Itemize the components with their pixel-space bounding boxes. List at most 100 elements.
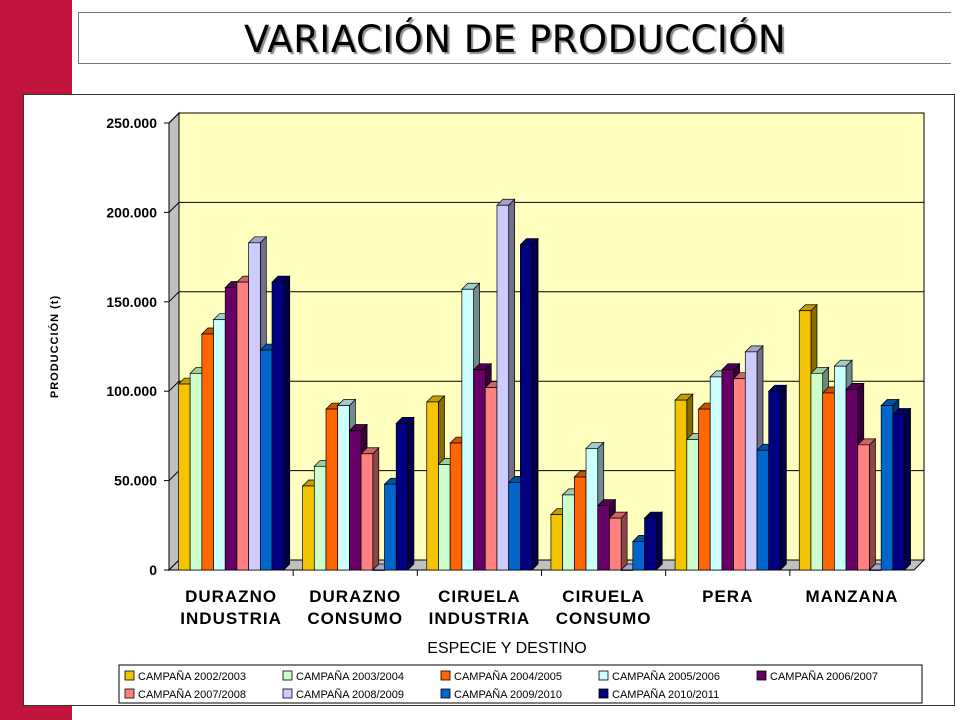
bar xyxy=(248,242,261,571)
legend-label: CAMPAÑA 2007/2008 xyxy=(138,688,246,701)
x-category-label: CONSUMO xyxy=(307,609,403,628)
bar xyxy=(349,430,362,571)
bar xyxy=(857,444,870,571)
bar-side xyxy=(655,511,663,571)
legend-label: CAMPAÑA 2010/2011 xyxy=(612,688,719,701)
bar-side xyxy=(407,416,415,571)
bar xyxy=(302,485,315,571)
legend-swatch xyxy=(440,670,451,681)
bar xyxy=(372,569,385,571)
bar xyxy=(644,517,657,571)
bar-side xyxy=(904,407,911,571)
bar xyxy=(845,389,859,571)
bar xyxy=(674,399,688,571)
bar-side xyxy=(780,384,787,571)
bar xyxy=(189,372,203,571)
bar xyxy=(259,349,273,571)
bar xyxy=(620,569,634,571)
x-category-label: DURAZNO xyxy=(309,587,401,606)
y-tick-label: 0 xyxy=(149,562,157,578)
legend-label: CAMPAÑA 2003/2004 xyxy=(296,670,404,683)
bar-side xyxy=(283,275,291,571)
bar xyxy=(744,351,758,571)
production-bar-chart: 0 50.000 100.000 150.000 200.000 250.000 PRODU… xyxy=(48,111,926,704)
bar xyxy=(733,378,746,571)
bar-side xyxy=(869,437,876,571)
gridline xyxy=(168,201,924,213)
bar xyxy=(709,376,723,571)
bar xyxy=(313,465,327,571)
gridline xyxy=(168,380,924,392)
y-tick-label: 50.000 xyxy=(114,473,157,489)
title-box: VARIACIÓN DE PRODUCCIÓN xyxy=(78,12,951,64)
y-tick-label: 200.000 xyxy=(106,204,157,220)
x-category-label: PERA xyxy=(702,587,753,606)
bar xyxy=(810,372,824,571)
legend-swatch xyxy=(124,688,135,699)
bar xyxy=(869,569,882,571)
bar xyxy=(337,405,350,571)
bar xyxy=(585,448,599,571)
bar xyxy=(562,494,575,571)
x-category-label: INDUSTRIA xyxy=(180,609,282,628)
bar xyxy=(834,365,847,571)
bar xyxy=(632,541,645,571)
bar xyxy=(698,408,711,571)
bar xyxy=(721,369,734,571)
bar xyxy=(573,476,587,571)
y-tick-label: 150.000 xyxy=(106,294,157,310)
chart-frame: 0 50.000 100.000 150.000 200.000 250.000 PRODU… xyxy=(23,94,955,706)
bar xyxy=(520,244,533,571)
legend-swatch xyxy=(756,670,767,681)
bar xyxy=(822,392,835,571)
legend-swatch xyxy=(282,688,293,699)
bar-side xyxy=(620,511,628,571)
legend-label: CAMPAÑA 2008/2009 xyxy=(296,688,404,701)
bar-side xyxy=(372,446,380,571)
bar xyxy=(597,505,610,571)
gridline xyxy=(168,112,924,124)
bar xyxy=(360,453,374,571)
page-title: VARIACIÓN DE PRODUCCIÓN xyxy=(243,18,787,61)
bar xyxy=(496,204,510,571)
legend-swatch xyxy=(124,670,135,681)
bar xyxy=(609,517,622,571)
bar xyxy=(395,423,409,571)
bar-side xyxy=(531,237,539,571)
bar xyxy=(236,281,249,571)
legend-swatch xyxy=(598,688,609,699)
x-axis-label: ESPECIE Y DESTINO xyxy=(427,640,586,657)
bar xyxy=(461,288,474,571)
plot-side-wall xyxy=(168,111,180,572)
bar xyxy=(178,383,191,571)
bar xyxy=(201,333,214,571)
x-category-label: CIRUELA xyxy=(438,587,521,606)
bar xyxy=(686,439,699,571)
legend-label: CAMPAÑA 2002/2003 xyxy=(138,670,246,683)
bar xyxy=(798,310,812,571)
y-tick-label: 100.000 xyxy=(106,383,157,399)
bar xyxy=(224,287,238,571)
bar xyxy=(473,369,486,571)
x-category-label: MANZANA xyxy=(805,587,898,606)
legend-swatch xyxy=(440,688,451,699)
bar xyxy=(325,408,339,571)
bar xyxy=(880,405,894,571)
y-axis-label: PRODUCCIÓN (t) xyxy=(48,295,61,398)
legend-label: CAMPAÑA 2006/2007 xyxy=(770,670,878,683)
bar xyxy=(271,281,285,571)
bar xyxy=(449,442,463,571)
bar xyxy=(892,414,905,571)
bar xyxy=(438,464,451,571)
x-category-label: INDUSTRIA xyxy=(429,609,531,628)
legend-box xyxy=(118,664,923,704)
bar xyxy=(484,387,498,571)
bar xyxy=(768,390,781,571)
gridline xyxy=(168,291,924,303)
legend-label: CAMPAÑA 2004/2005 xyxy=(454,670,562,683)
x-category-label: CONSUMO xyxy=(556,609,652,628)
bar xyxy=(384,483,397,571)
legend-label: CAMPAÑA 2005/2006 xyxy=(612,670,720,683)
bar xyxy=(213,319,226,571)
x-category-label: CIRUELA xyxy=(562,587,645,606)
